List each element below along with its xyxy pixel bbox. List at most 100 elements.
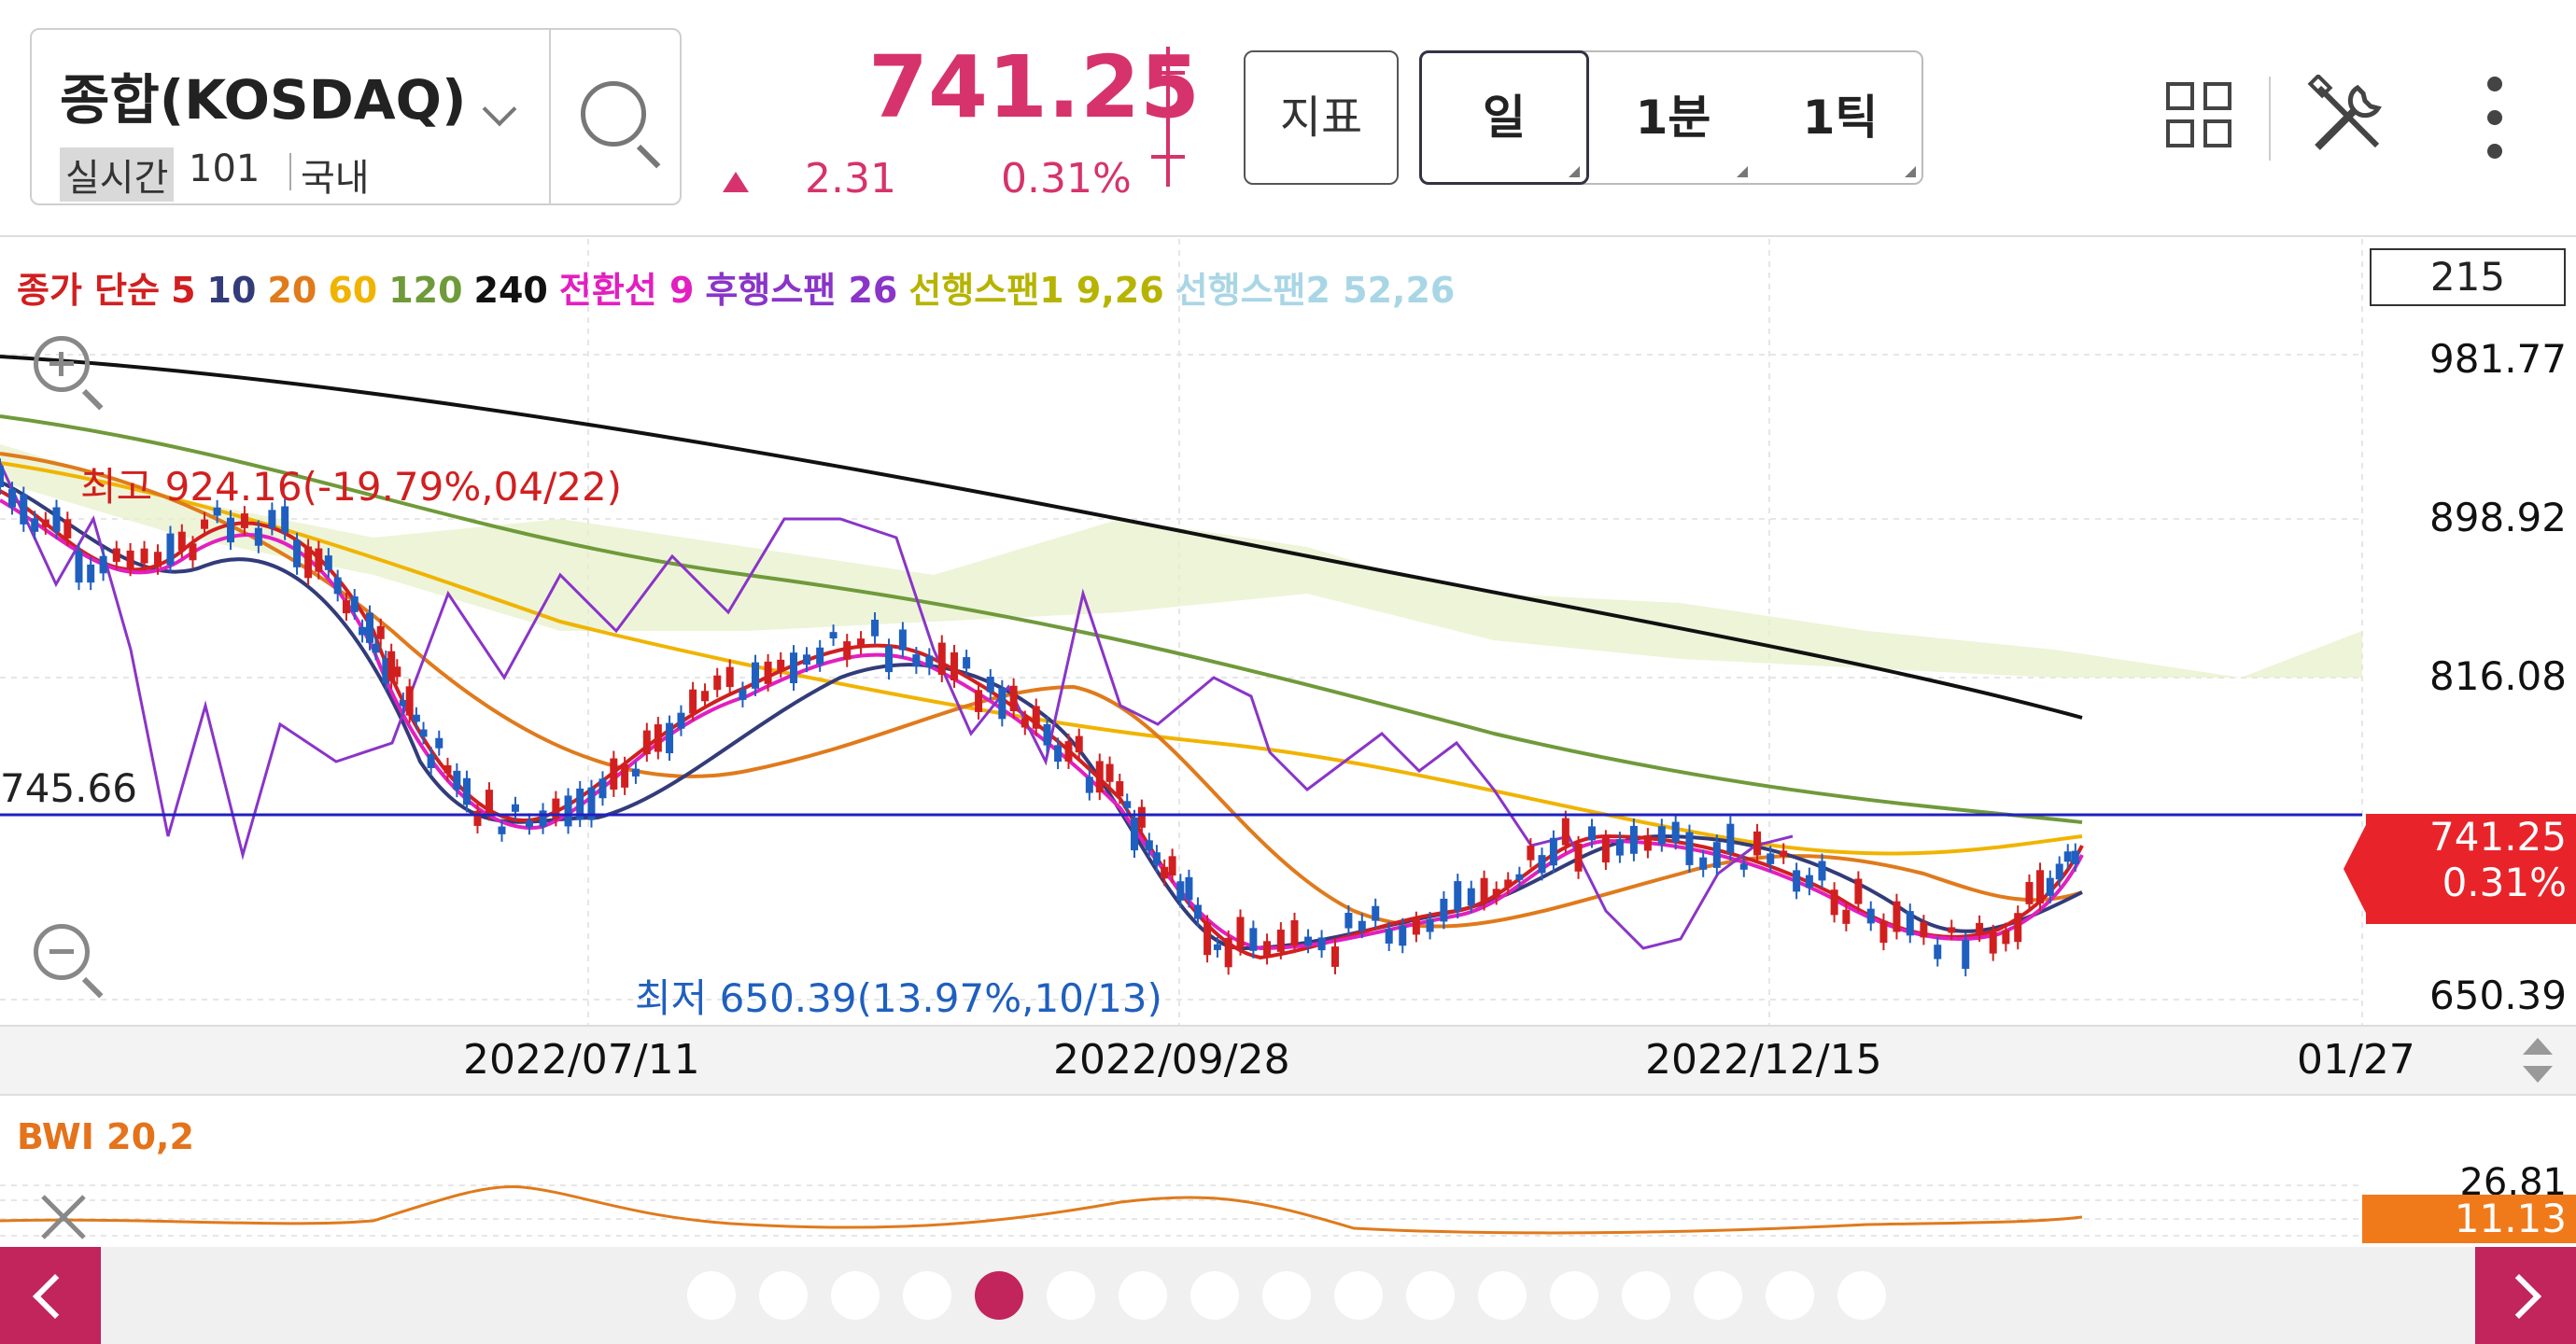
candle bbox=[1830, 889, 1838, 916]
search-icon[interactable] bbox=[581, 81, 646, 147]
legend-item[interactable]: 5 bbox=[171, 270, 196, 311]
candle bbox=[412, 714, 420, 722]
page-dot[interactable] bbox=[1119, 1271, 1167, 1320]
tools-icon[interactable] bbox=[2306, 75, 2390, 159]
header-border bbox=[0, 235, 2576, 237]
page-dot[interactable] bbox=[903, 1271, 951, 1320]
candle bbox=[393, 666, 401, 678]
legend-item[interactable]: 후행스팬 26 bbox=[705, 270, 898, 311]
candle bbox=[1075, 735, 1083, 753]
candle bbox=[2046, 877, 2054, 896]
legend-item[interactable]: 종가 단순 bbox=[17, 270, 161, 311]
candle bbox=[1549, 837, 1557, 866]
candle bbox=[1480, 877, 1488, 903]
candle bbox=[816, 647, 824, 665]
bwi-chart[interactable] bbox=[0, 1098, 2362, 1247]
page-dot[interactable] bbox=[1406, 1271, 1455, 1320]
prev-page-button[interactable] bbox=[0, 1247, 101, 1344]
price-change-pct: 0.31% bbox=[1001, 155, 1132, 203]
close-icon[interactable] bbox=[37, 1191, 90, 1243]
page-dot[interactable] bbox=[975, 1271, 1023, 1320]
candle bbox=[1780, 850, 1788, 857]
candle bbox=[1601, 837, 1610, 863]
indicator-legend[interactable]: 종가 단순 5 10 20 60 120 240 전환선 9 후행스팬 26 선행스팬1 9,26… bbox=[17, 261, 1466, 313]
timeframe-day[interactable]: 일 bbox=[1419, 50, 1589, 185]
candle bbox=[725, 666, 734, 688]
candle bbox=[387, 651, 396, 681]
candle bbox=[1131, 817, 1139, 851]
chevron-down-icon[interactable] bbox=[482, 91, 517, 127]
page-dot[interactable] bbox=[1622, 1271, 1670, 1320]
ma-60-line bbox=[0, 461, 2083, 856]
candle bbox=[1893, 901, 1901, 932]
symbol-selector[interactable]: 종합(KOSDAQ) 실시간 101 국내 bbox=[30, 28, 682, 205]
candle bbox=[642, 730, 651, 755]
candle-icon-top bbox=[1151, 71, 1185, 75]
zoom-out-icon[interactable] bbox=[34, 924, 90, 980]
candle bbox=[166, 533, 175, 566]
candle bbox=[342, 600, 350, 614]
candle bbox=[564, 795, 572, 827]
candle bbox=[419, 729, 428, 737]
candle bbox=[1372, 905, 1380, 921]
legend-item[interactable]: 10 bbox=[206, 270, 257, 311]
candle bbox=[8, 489, 17, 508]
date-axis[interactable] bbox=[0, 1025, 2576, 1096]
legend-item[interactable]: 60 bbox=[328, 270, 378, 311]
zoom-in-icon[interactable] bbox=[34, 336, 90, 392]
page-dot[interactable] bbox=[1334, 1271, 1383, 1320]
candle bbox=[1671, 821, 1680, 843]
candle bbox=[201, 519, 209, 529]
page-dot[interactable] bbox=[1478, 1271, 1527, 1320]
more-menu-icon[interactable] bbox=[2487, 77, 2502, 91]
indicator-button[interactable]: 지표 bbox=[1244, 50, 1399, 185]
page-dot[interactable] bbox=[1262, 1271, 1311, 1320]
candle bbox=[1854, 878, 1863, 904]
price-tick: 981.77 bbox=[2429, 336, 2567, 382]
period-count[interactable]: 215 bbox=[2370, 248, 2566, 306]
page-dot[interactable] bbox=[1694, 1271, 1742, 1320]
page-dot[interactable] bbox=[687, 1271, 736, 1320]
timeframe-1min[interactable]: 1분 bbox=[1635, 91, 1711, 145]
page-dot[interactable] bbox=[831, 1271, 880, 1320]
legend-item[interactable]: 120 bbox=[388, 270, 463, 311]
candle bbox=[1399, 925, 1407, 946]
next-page-button[interactable] bbox=[2475, 1247, 2576, 1344]
candle bbox=[140, 548, 148, 564]
candle bbox=[666, 722, 674, 754]
page-dot[interactable] bbox=[1766, 1271, 1814, 1320]
more-menu-icon[interactable] bbox=[2487, 110, 2502, 125]
candle bbox=[1934, 945, 1942, 959]
legend-item[interactable]: 전환선 9 bbox=[558, 270, 695, 311]
page-dot[interactable] bbox=[759, 1271, 808, 1320]
candle bbox=[1249, 928, 1258, 951]
page-dot[interactable] bbox=[1550, 1271, 1598, 1320]
price-chart[interactable] bbox=[0, 239, 2576, 1025]
candle bbox=[63, 519, 72, 539]
page-dot[interactable] bbox=[1047, 1271, 1095, 1320]
candle bbox=[1123, 801, 1132, 808]
candle bbox=[226, 517, 234, 543]
current-price-tag: 741.25 0.31% bbox=[2366, 814, 2576, 924]
candle bbox=[1161, 866, 1169, 879]
page-dot[interactable] bbox=[1190, 1271, 1239, 1320]
legend-item[interactable]: 240 bbox=[473, 270, 548, 311]
legend-item[interactable]: 선행스팬2 52,26 bbox=[1175, 270, 1456, 311]
price-tick: 898.92 bbox=[2429, 495, 2567, 540]
candle bbox=[189, 543, 197, 561]
symbol-name[interactable]: 종합(KOSDAQ) bbox=[60, 68, 467, 132]
legend-item[interactable]: 20 bbox=[267, 270, 317, 311]
candle bbox=[1699, 857, 1708, 870]
candle bbox=[857, 638, 866, 648]
legend-item[interactable]: 선행스팬1 9,26 bbox=[908, 270, 1164, 311]
candle-icon bbox=[1166, 47, 1170, 187]
candle bbox=[99, 555, 107, 574]
candle bbox=[975, 690, 983, 712]
candle bbox=[1021, 718, 1029, 728]
axis-scroll-icon[interactable] bbox=[2519, 1034, 2556, 1086]
timeframe-1tick[interactable]: 1틱 bbox=[1802, 91, 1879, 145]
candle bbox=[213, 507, 221, 516]
more-menu-icon[interactable] bbox=[2487, 144, 2502, 159]
layout-grid-icon[interactable] bbox=[2166, 82, 2233, 149]
page-dot[interactable] bbox=[1837, 1271, 1886, 1320]
